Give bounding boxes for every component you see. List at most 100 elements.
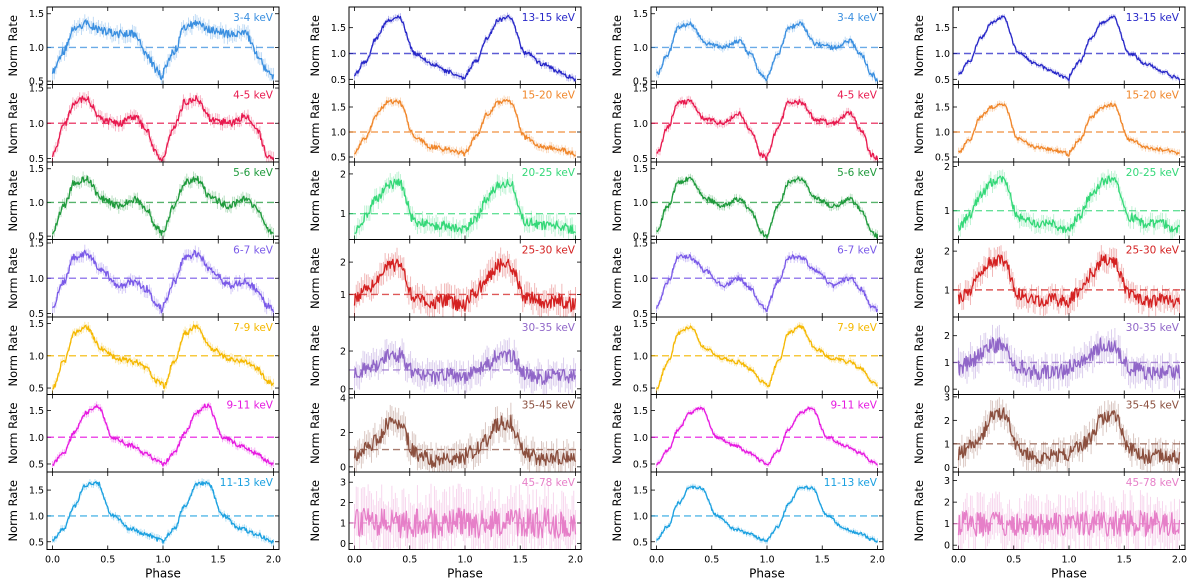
y-tick-label: 0.5 [29, 537, 44, 548]
error-bars [656, 18, 878, 85]
y-tick-label: 2 [944, 498, 950, 509]
series-line [353, 507, 577, 539]
energy-band-label: 11-13 keV [824, 477, 878, 489]
panel-4-1: Norm Rate 0.5 1.0 1.5 13-15 keV [912, 6, 1186, 86]
energy-band-label: 15-20 keV [522, 90, 576, 102]
series-line [51, 19, 275, 81]
panel-y-label: Norm Rate [610, 170, 624, 231]
energy-band-label: 20-25 keV [522, 167, 576, 179]
y-tick-label: 1.0 [633, 119, 648, 130]
energy-band-label: 20-25 keV [1126, 167, 1180, 179]
series-line [52, 403, 274, 467]
energy-band-label: 45-78 keV [1126, 477, 1180, 489]
panel-y-label: Norm Rate [610, 93, 624, 154]
y-tick-label: 1.5 [633, 319, 648, 330]
panel-3-1: Norm Rate 0.5 1.0 1.5 3-4 keV [610, 6, 884, 88]
panel-3-3: Norm Rate 0.5 1.0 1.5 5-6 keV [610, 161, 884, 243]
panel-2-7: Norm Rate 0 1 2 3 45-78 keV [308, 471, 582, 550]
y-tick-label: 0.5 [633, 77, 648, 88]
series-line [957, 102, 1180, 157]
x-tick-label: 1.5 [211, 555, 226, 566]
y-tick-label: 0.5 [935, 75, 950, 86]
series-line [656, 99, 879, 161]
y-tick-label: 1 [944, 206, 950, 217]
series-line [656, 21, 879, 82]
y-tick-label: 0.5 [29, 459, 44, 470]
energy-band-label: 30-35 keV [522, 322, 576, 334]
panel-y-label: Norm Rate [308, 15, 322, 76]
series-line [52, 249, 275, 314]
energy-band-label: 3-4 keV [837, 12, 878, 24]
x-tick-label: 2.0 [870, 555, 885, 566]
y-tick-label: 0.5 [633, 384, 648, 395]
y-tick-label: 0 [944, 541, 950, 552]
x-tick-label: 2.0 [1172, 555, 1187, 566]
panel-y-label: Norm Rate [912, 93, 926, 154]
y-tick-label: 1.0 [633, 433, 648, 444]
panel-y-label: Norm Rate [6, 15, 20, 76]
y-tick-label: 1 [340, 209, 346, 220]
x-tick-label: 0.5 [100, 555, 115, 566]
y-tick-label: 0 [340, 462, 346, 473]
panel-y-label: Norm Rate [912, 403, 926, 464]
error-bars [656, 404, 878, 468]
x-tick-label: 1.0 [155, 555, 170, 566]
panel-y-label: Norm Rate [308, 403, 322, 464]
y-tick-label: 2 [340, 169, 346, 180]
x-tick-label: 2.0 [266, 555, 281, 566]
y-tick-label: 0 [340, 384, 346, 395]
panel-1-7: Norm Rate 0.5 1.0 1.5 11-13 keV [6, 471, 280, 550]
energy-band-label: 35-45 keV [522, 400, 576, 412]
energy-band-label: 9-11 keV [226, 400, 273, 412]
panel-y-label: Norm Rate [6, 403, 20, 464]
x-tick-label: 0.0 [347, 555, 362, 566]
error-bars [656, 173, 878, 240]
y-tick-label: 0 [944, 463, 950, 474]
y-tick-label: 1.5 [29, 164, 44, 175]
series-line [656, 176, 879, 239]
error-bars [958, 100, 1180, 160]
panel-1-5: Norm Rate 0.5 1.0 1.5 7-9 keV [6, 316, 280, 395]
panel-y-label: Norm Rate [308, 248, 322, 309]
x-axis-label: Phase [447, 567, 483, 578]
y-tick-label: 1.5 [29, 319, 44, 330]
y-tick-label: 0.5 [331, 75, 346, 86]
y-tick-label: 1.0 [935, 128, 950, 139]
y-tick-label: 3 [944, 392, 950, 403]
x-tick-label: 0.5 [402, 555, 417, 566]
panel-3-5: Norm Rate 0.5 1.0 1.5 7-9 keV [610, 316, 884, 395]
x-tick-label: 1.0 [1061, 555, 1076, 566]
panel-y-label: Norm Rate [308, 170, 322, 231]
y-tick-label: 0.5 [29, 309, 44, 320]
panel-4-2: Norm Rate 0.5 1.0 1.5 15-20 keV [912, 84, 1186, 164]
panel-y-label: Norm Rate [912, 170, 926, 231]
x-tick-label: 0.0 [649, 555, 664, 566]
panel-2-6: Norm Rate 0 2 4 35-45 keV [308, 393, 582, 473]
y-tick-label: 1.5 [331, 103, 346, 114]
error-bars [656, 250, 878, 316]
energy-band-label: 5-6 keV [233, 167, 274, 179]
y-tick-label: 1.5 [935, 23, 950, 34]
series-line [656, 406, 878, 466]
panel-y-label: Norm Rate [610, 325, 624, 386]
x-tick-label: 0.0 [951, 555, 966, 566]
y-tick-label: 2 [340, 428, 346, 439]
series-line [353, 414, 577, 469]
y-tick-label: 2 [944, 162, 950, 173]
series-line [655, 254, 879, 313]
y-tick-label: 3 [944, 476, 950, 487]
panel-2-4: Norm Rate 1 2 25-30 keV [308, 239, 582, 318]
series-line [51, 95, 275, 162]
x-tick-label: 1.0 [457, 555, 472, 566]
energy-band-label: 9-11 keV [830, 400, 877, 412]
energy-band-label: 6-7 keV [233, 245, 274, 257]
series-line [51, 480, 275, 544]
x-tick-label: 1.5 [815, 555, 830, 566]
y-tick-label: 1.5 [633, 164, 648, 175]
series-line [957, 337, 1181, 381]
energy-band-label: 30-35 keV [1126, 322, 1180, 334]
series-line [957, 254, 1181, 309]
panel-2-3: Norm Rate 1 2 20-25 keV [308, 161, 582, 240]
y-tick-label: 1.5 [29, 486, 44, 497]
